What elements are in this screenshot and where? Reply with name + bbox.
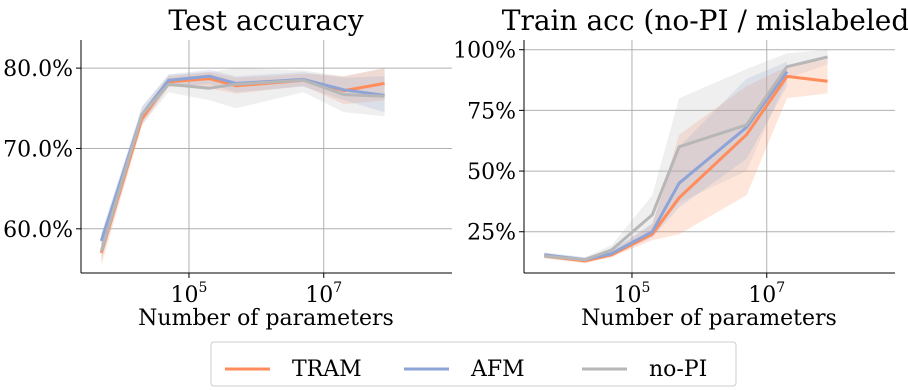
test-accuracy-panel: Test accuracy Number of parameters 60.0%…	[3, 4, 452, 331]
train-accuracy-panel: Train acc (no-PI / mislabeled) Number of…	[453, 4, 908, 331]
y-tick-label: 60.0%	[3, 218, 73, 243]
y-tick-label: 70.0%	[3, 137, 73, 162]
x-axis-label: Number of parameters	[138, 306, 394, 331]
y-tick-label: 25%	[467, 221, 516, 246]
legend: TRAM AFM no-PI	[210, 341, 737, 387]
x-axis-label: Number of parameters	[581, 306, 837, 331]
chart-title: Test accuracy	[168, 4, 363, 37]
legend-frame	[210, 341, 737, 387]
chart-title: Train acc (no-PI / mislabeled)	[502, 4, 908, 37]
band-no-pi	[544, 49, 828, 263]
y-tick-label: 100%	[453, 39, 516, 64]
band-afm	[544, 61, 787, 263]
series-line-no-pi	[544, 55, 828, 262]
legend-label-tram: TRAM	[292, 357, 362, 382]
x-tick-label: 107	[305, 280, 342, 308]
legend-label-afm: AFM	[470, 357, 525, 382]
series-line-no-pi	[99, 78, 385, 252]
legend-label-no-pi: no-PI	[649, 357, 707, 382]
y-tick-label: 50%	[467, 160, 516, 185]
y-tick-label: 80.0%	[3, 57, 73, 82]
x-tick-label: 105	[171, 280, 208, 308]
band-no-pi	[101, 68, 385, 261]
x-tick-label: 107	[748, 280, 785, 308]
y-tick-label: 75%	[467, 99, 516, 124]
x-tick-label: 105	[614, 280, 651, 308]
